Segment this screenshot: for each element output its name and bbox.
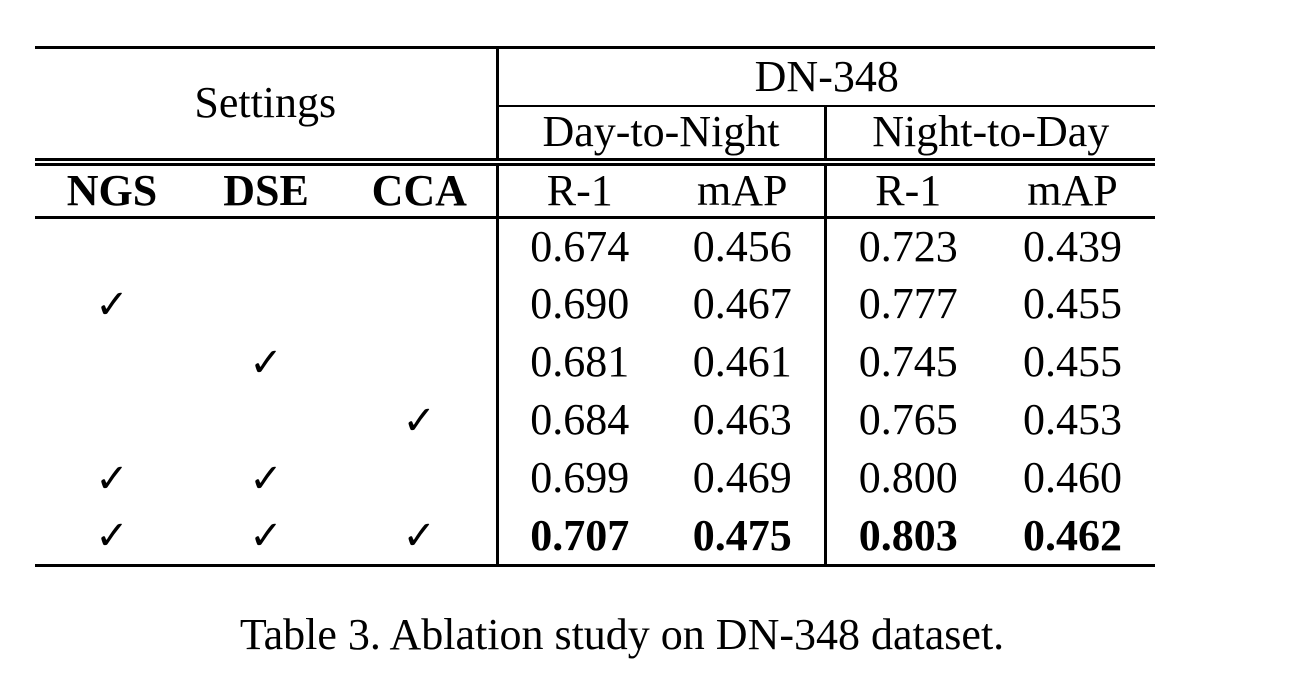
check-cell-ngs: ✓ bbox=[95, 281, 129, 328]
col-header-cca: CCA bbox=[343, 161, 497, 219]
check-cell-dse bbox=[189, 392, 343, 450]
value-cell-night-r1: 0.723 bbox=[823, 217, 990, 276]
value-cell-night-map: 0.460 bbox=[1023, 453, 1122, 503]
table-row: ✓ 0.690 0.467 0.777 0.455 bbox=[35, 275, 1155, 334]
value-cell-night-r1: 0.777 bbox=[823, 275, 990, 334]
check-cell-ngs bbox=[35, 392, 189, 450]
value-cell-night-r1: 0.803 bbox=[823, 507, 990, 566]
table-row: ✓ ✓ 0.699 0.469 0.800 0.460 bbox=[35, 449, 1155, 508]
value-cell-day-map: 0.456 bbox=[692, 222, 792, 272]
value-cell-day-r1: 0.681 bbox=[495, 333, 661, 392]
value-cell-night-map: 0.453 bbox=[1023, 395, 1122, 445]
header-night-to-day: Night-to-Day bbox=[823, 105, 1156, 166]
value-cell-day-map: 0.467 bbox=[692, 279, 792, 329]
value-cell-day-map: 0.475 bbox=[692, 510, 792, 560]
col-header-day-map: mAP bbox=[661, 161, 825, 219]
header-dataset: DN-348 bbox=[495, 47, 1156, 107]
value-cell-night-map: 0.439 bbox=[1023, 222, 1122, 272]
value-cell-day-r1: 0.684 bbox=[495, 391, 661, 450]
check-cell-dse: ✓ bbox=[249, 455, 283, 502]
check-cell-dse bbox=[189, 218, 343, 276]
check-cell-dse: ✓ bbox=[249, 339, 283, 386]
table-row: ✓ 0.681 0.461 0.745 0.455 bbox=[35, 333, 1155, 392]
value-cell-night-r1: 0.745 bbox=[823, 333, 990, 392]
table-row: ✓ 0.684 0.463 0.765 0.453 bbox=[35, 391, 1155, 450]
value-cell-day-map: 0.461 bbox=[692, 337, 792, 387]
col-header-ngs: NGS bbox=[35, 161, 189, 219]
value-cell-day-r1: 0.699 bbox=[495, 449, 661, 508]
table-caption: Table 3. Ablation study on DN-348 datase… bbox=[239, 610, 1005, 659]
table-row: 0.674 0.456 0.723 0.439 bbox=[35, 217, 1155, 276]
value-cell-day-map: 0.469 bbox=[692, 453, 792, 503]
col-header-night-map: mAP bbox=[990, 161, 1156, 219]
col-header-dse: DSE bbox=[189, 161, 343, 219]
value-cell-night-map: 0.455 bbox=[1023, 337, 1122, 387]
value-cell-night-r1: 0.800 bbox=[823, 449, 990, 508]
check-cell-ngs: ✓ bbox=[95, 455, 129, 502]
value-cell-day-r1: 0.707 bbox=[495, 507, 661, 566]
value-cell-night-map: 0.462 bbox=[1023, 510, 1122, 560]
header-settings: Settings bbox=[35, 47, 497, 166]
check-cell-ngs bbox=[35, 334, 189, 392]
value-cell-day-map: 0.463 bbox=[692, 395, 792, 445]
check-cell-dse bbox=[189, 276, 343, 334]
check-cell-dse: ✓ bbox=[249, 512, 283, 559]
ablation-table: Settings DN-348 Day-to-Night Night-to-Da… bbox=[35, 46, 1156, 567]
col-header-day-r1: R-1 bbox=[495, 161, 661, 219]
check-cell-cca bbox=[343, 334, 497, 392]
col-header-night-r1: R-1 bbox=[823, 161, 990, 219]
check-cell-cca bbox=[343, 276, 497, 334]
check-cell-cca: ✓ bbox=[402, 397, 436, 444]
check-cell-ngs: ✓ bbox=[95, 512, 129, 559]
value-cell-night-map: 0.455 bbox=[1023, 279, 1122, 329]
ablation-table-container: Settings DN-348 Day-to-Night Night-to-Da… bbox=[35, 46, 1156, 567]
check-cell-cca bbox=[343, 218, 497, 276]
table-row-best: ✓ ✓ ✓ 0.707 0.475 0.803 0.462 bbox=[35, 507, 1155, 566]
header-day-to-night: Day-to-Night bbox=[495, 105, 825, 166]
value-cell-day-r1: 0.674 bbox=[495, 217, 661, 276]
check-cell-cca: ✓ bbox=[402, 512, 436, 559]
check-cell-cca bbox=[343, 450, 497, 508]
value-cell-day-r1: 0.690 bbox=[495, 275, 661, 334]
check-cell-ngs bbox=[35, 218, 189, 276]
value-cell-night-r1: 0.765 bbox=[823, 391, 990, 450]
